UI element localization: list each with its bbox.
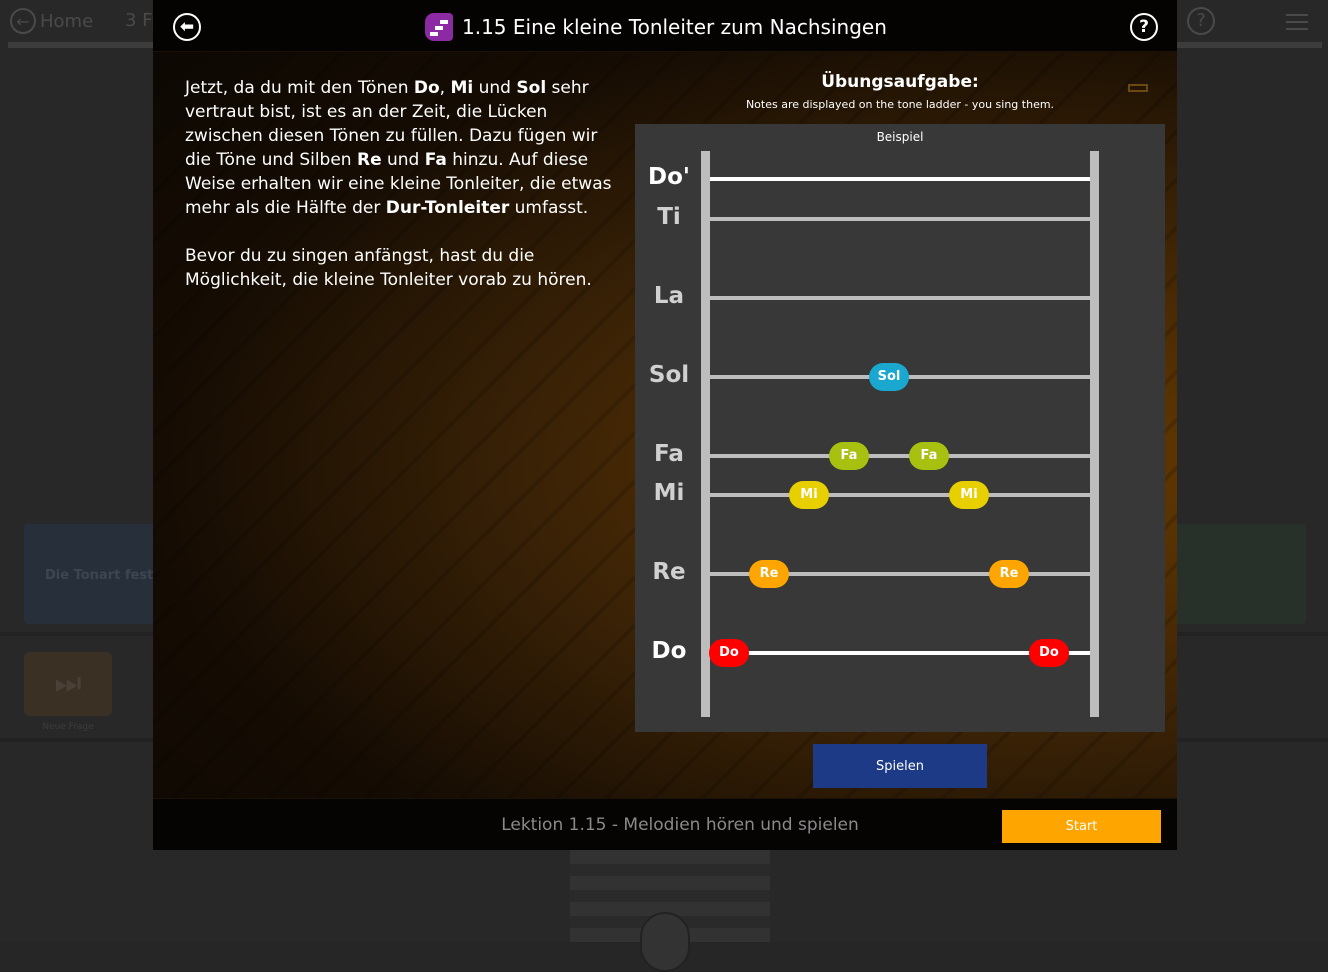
ladder-rung [710,177,1090,181]
background-card: Die Tonart festle [24,524,164,624]
rung-label: Do [651,638,687,664]
intro-text-run: sehr vertraut bist, ist es an der Zeit, … [185,78,598,170]
home-label: Home [40,10,94,32]
rung-label: Do' [648,164,690,190]
melody-note: Sol [869,362,909,391]
intro-paragraph-1: Jetzt, da du mit den Tönen Do, Mi und So… [185,76,625,220]
dialog-header: ⬅ 1.15 Eine kleine Tonleiter zum Nachsin… [153,0,1177,52]
tile-label: Neue Frage [42,722,94,732]
rung-label: Fa [654,440,684,467]
ladder-rung [710,295,1090,300]
ladder-rail-left [701,151,710,717]
title-group: 1.15 Eine kleine Tonleiter zum Nachsinge… [425,13,887,41]
intro-text-run: und [473,78,517,98]
intro-text-run: Jetzt, da du mit den Tönen [185,78,414,98]
play-button[interactable]: Spielen [813,744,987,788]
ladder-rung [710,493,1090,497]
melody-note: Fa [909,441,949,470]
rung-label: La [653,282,685,309]
rung-label: Mi [653,480,685,506]
ladder-rung [710,216,1090,221]
ladder-rung [710,651,1090,655]
intro-text-run: , [439,78,451,98]
intro-text-run: umfasst. [509,198,589,218]
intro-text-run: Sol [516,78,547,98]
dialog-footer: Lektion 1.15 - Melodien hören und spiele… [153,798,1177,850]
decoration-icon [1128,84,1148,92]
melody-note: Re [989,560,1029,588]
background-card-green [1170,524,1306,624]
microphone-head [640,912,690,972]
ladder-rung [710,572,1090,576]
intro-text: Jetzt, da du mit den Tönen Do, Mi und So… [185,76,625,316]
panel-title: Beispiel [876,130,924,144]
back-arrow-icon: ← [10,8,36,34]
lesson-logo-icon [425,13,453,41]
intro-text-run: und [381,150,425,170]
rung-label: Ti [657,203,681,230]
melody-note: Mi [789,481,829,509]
back-button[interactable]: ⬅ [173,13,201,41]
ladder-rail-right [1090,151,1099,717]
exercise-subtitle: Notes are displayed on the tone ladder -… [745,98,1055,111]
dialog-title: 1.15 Eine kleine Tonleiter zum Nachsinge… [462,15,887,39]
melody-note: Do [709,639,749,667]
lesson-dialog: ⬅ 1.15 Eine kleine Tonleiter zum Nachsin… [153,0,1177,850]
start-button[interactable]: Start [1002,810,1161,843]
rung-label: Sol [648,361,690,388]
skip-next-icon: ⏭ [24,652,112,716]
intro-paragraph-2: Bevor du zu singen anfängst, hast du die… [185,246,592,290]
lesson-name: Lektion 1.15 - Melodien hören und spiele… [501,815,859,835]
help-button[interactable]: ? [1130,13,1158,41]
help-icon: ? [1187,7,1215,35]
home-link: ← Home [10,8,93,34]
menu-icon [1286,14,1308,35]
intro-text-run: Dur-Tonleiter [385,198,510,218]
melody-note: Fa [829,441,869,470]
ladder-rung [710,453,1090,458]
intro-text-run: Do [413,78,440,98]
exercise-title: Übungsaufgabe: [821,72,979,92]
breadcrumb: 3 Fr [125,10,159,31]
melody-note: Re [749,560,789,588]
rung-label: Re [652,559,686,585]
melody-note: Mi [949,481,989,509]
intro-text-run: Re [356,150,382,170]
melody-note: Do [1029,639,1069,667]
intro-text-run: Fa [424,150,447,170]
intro-text-run: hinzu. Auf diese Weise erhalten wir eine… [185,150,612,218]
intro-text-run: Mi [450,78,474,98]
tone-ladder-panel: Beispiel Do' Ti La Sol Fa Mi Re Do Do Re Mi Fa Sol Fa… [635,124,1165,732]
